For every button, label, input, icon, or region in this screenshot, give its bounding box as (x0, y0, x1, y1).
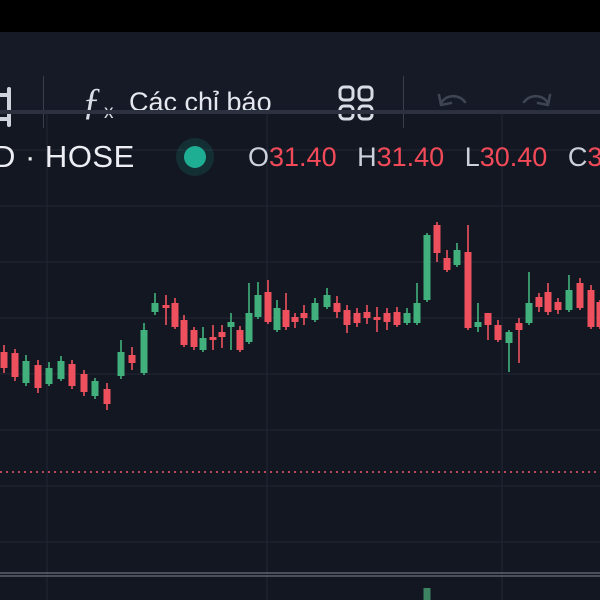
candle-body (484, 313, 492, 325)
candle-body (34, 365, 42, 388)
undo-icon[interactable] (436, 88, 470, 118)
candle-body (22, 361, 30, 383)
candle-body (343, 310, 351, 325)
low-readout: L30.40 (464, 142, 548, 172)
close-readout: C3 (567, 142, 600, 172)
candle-body (218, 332, 226, 337)
fx-f-glyph: ƒ (82, 81, 101, 123)
window-top-strip (0, 0, 600, 32)
candle-body (544, 292, 552, 312)
candle-body (245, 313, 253, 342)
candle-body (190, 330, 198, 347)
fx-indicators-icon[interactable]: ƒ x (82, 76, 124, 128)
candle-body (273, 308, 281, 330)
candle-wick (528, 272, 530, 325)
candle-body (363, 312, 371, 318)
candle-body (525, 303, 533, 323)
candle-body (209, 337, 217, 340)
status-dot (184, 146, 206, 168)
candle-body (464, 252, 472, 328)
candle-body (515, 323, 523, 330)
candle-wick (230, 313, 232, 350)
candle-wick (487, 313, 489, 340)
toolbar-divider (403, 76, 404, 128)
candle-body (535, 297, 543, 307)
candle-body (254, 295, 262, 317)
indicators-button[interactable]: Các chỉ báo (129, 87, 272, 117)
candle-body (162, 305, 170, 308)
candle-body (180, 320, 188, 345)
candle-body (587, 290, 595, 327)
candle-body (443, 258, 451, 270)
candle-body (393, 312, 401, 325)
candle-body (171, 303, 179, 327)
toolbar-divider (43, 76, 44, 128)
candle-body (433, 225, 441, 253)
candle-body (151, 303, 159, 312)
candle-body (128, 355, 136, 363)
candle-body (554, 302, 562, 310)
candle-body (596, 302, 600, 327)
candle-body (80, 374, 88, 392)
candle-body (117, 352, 125, 376)
candle-body (565, 290, 573, 310)
candle-body (311, 303, 319, 320)
candle-body (282, 310, 290, 327)
candle-body (227, 322, 235, 327)
candle-body (453, 250, 461, 265)
candle-body (45, 368, 53, 384)
layout-templates-grid-icon[interactable] (337, 84, 375, 122)
candle-body (505, 332, 513, 343)
candle-body (300, 313, 308, 318)
high-readout: H31.40 (357, 142, 445, 172)
candle-body (323, 295, 331, 307)
partial-tool-icon[interactable] (0, 87, 13, 127)
candle-body (333, 303, 341, 312)
redo-icon[interactable] (519, 88, 553, 118)
candle-body (576, 283, 584, 308)
candle-body (140, 330, 148, 373)
toolbar-bottom-border (0, 110, 600, 114)
candle-body (403, 313, 411, 323)
volume-bar (423, 588, 431, 600)
candle-body (383, 313, 391, 322)
candle-body (474, 322, 482, 327)
symbol-title[interactable]: D · HOSE (0, 139, 135, 174)
candle-body (413, 303, 421, 323)
ohlc-readout: O31.40 H31.40 L30.40 C3 (248, 133, 600, 181)
open-readout: O31.40 (248, 142, 337, 172)
candle-body (0, 352, 8, 368)
candle-wick (518, 318, 520, 363)
candle-body (57, 361, 65, 379)
candle-wick (508, 330, 510, 372)
symbol-legend-row[interactable]: D · HOSE O31.40 H31.40 L30.40 C3 (0, 133, 600, 181)
candle-body (199, 338, 207, 350)
candle-body (91, 381, 99, 396)
candle-body (494, 325, 502, 340)
candle-body (11, 353, 19, 377)
candle-wick (477, 303, 479, 332)
candle-body (68, 364, 76, 386)
market-status-indicator[interactable] (176, 138, 214, 176)
candle-wick (165, 295, 167, 325)
candle-body (236, 330, 244, 350)
candle-body (373, 317, 381, 320)
candle-body (291, 317, 299, 322)
candle-body (353, 313, 361, 323)
candle-body (423, 235, 431, 300)
candle-body (264, 292, 272, 322)
candle-body (103, 389, 111, 404)
top-toolbar: ƒ x Các chỉ báo (0, 32, 600, 128)
